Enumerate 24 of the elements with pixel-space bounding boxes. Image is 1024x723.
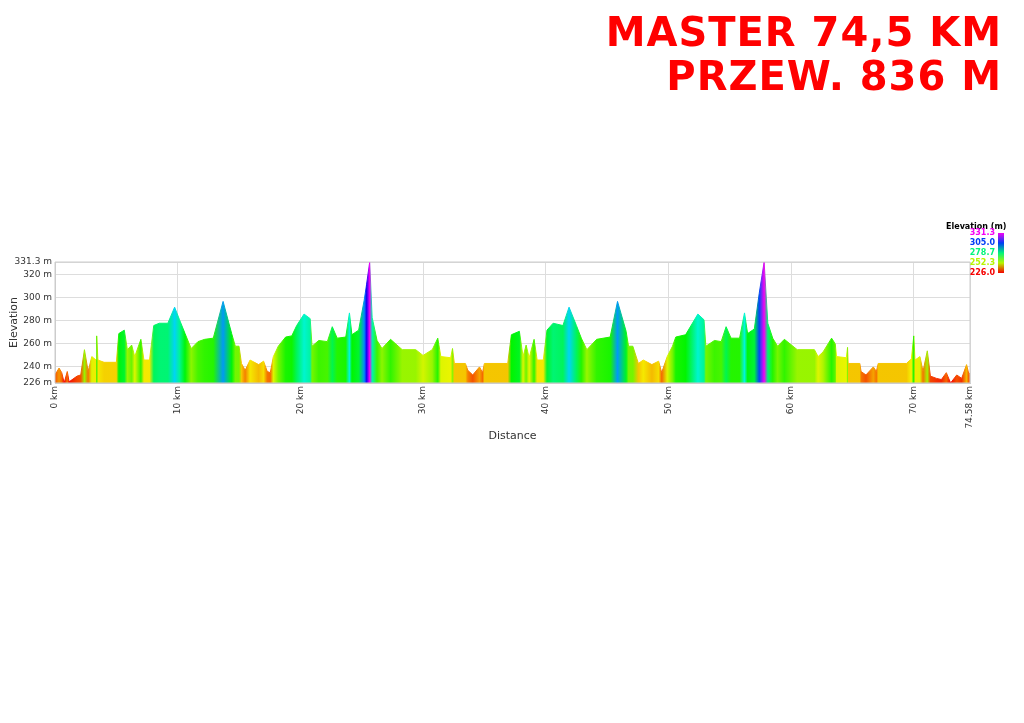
x-tick-label: 70 km <box>908 386 919 415</box>
y-axis-title: Elevation <box>7 296 21 349</box>
x-tick-label: 74.58 km <box>964 386 975 429</box>
color-bar-label: 226.0 <box>969 268 995 278</box>
x-tick-label: 10 km <box>172 386 183 415</box>
color-bar-label: 252.3 <box>969 258 995 268</box>
x-tick-label: 20 km <box>294 386 305 415</box>
x-tick-label: 30 km <box>417 386 428 415</box>
x-tick-label: 60 km <box>785 386 796 415</box>
y-tick-label: 331.3 m <box>14 256 52 267</box>
y-tick-label: 280 m <box>23 315 52 326</box>
y-tick-label: 260 m <box>23 338 52 349</box>
color-bar-label: 278.7 <box>969 247 995 258</box>
y-tick-label: 226 m <box>23 377 52 388</box>
x-tick-label: 50 km <box>662 386 673 415</box>
y-tick-label: 300 m <box>23 292 52 303</box>
x-tick-label: 0 km <box>49 386 60 409</box>
x-tick-label: 40 km <box>540 386 551 415</box>
color-bar-label: 305.0 <box>969 237 995 248</box>
y-tick-label: 320 m <box>23 269 52 280</box>
chart-subtitle: PRZEW. 836 M <box>665 53 1002 99</box>
x-axis-title: Distance <box>488 429 537 443</box>
chart-title: MASTER 74,5 KM <box>605 9 1002 55</box>
y-tick-label: 240 m <box>23 361 52 372</box>
